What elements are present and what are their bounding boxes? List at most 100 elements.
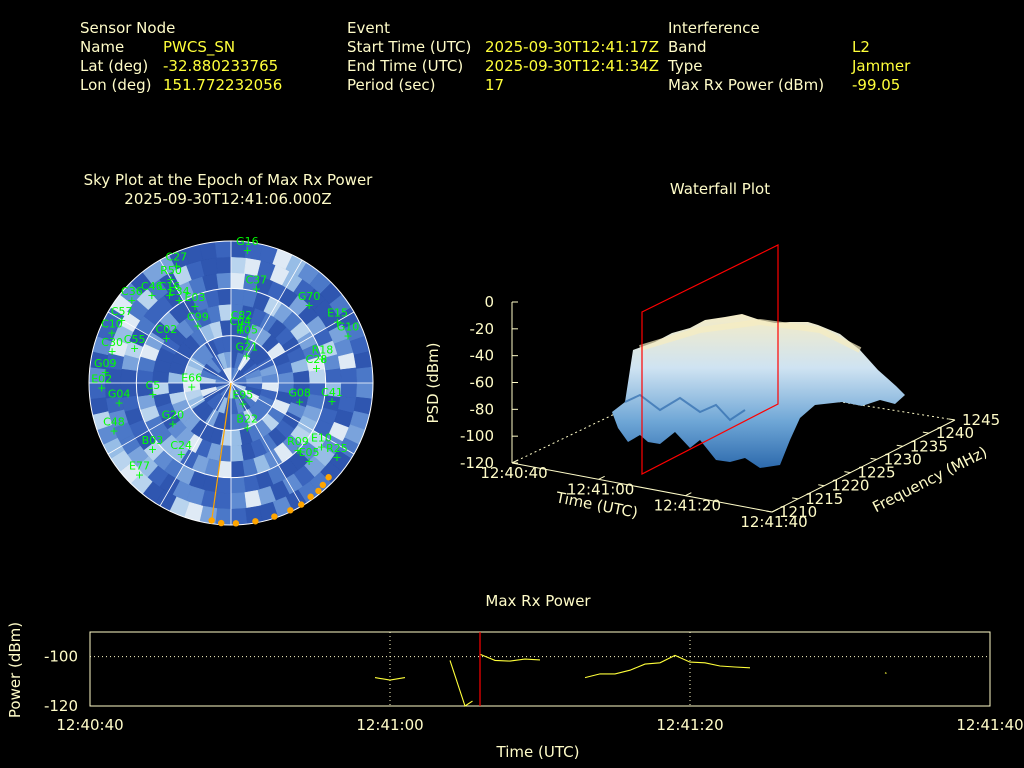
satellite-label: G08 [288, 386, 311, 399]
satellite: +E10 [311, 431, 332, 453]
z-tick-label: -100 [460, 427, 494, 445]
event-end-label: End Time (UTC) [347, 57, 464, 75]
max-power-trace [374, 653, 887, 707]
sky-cell [293, 370, 311, 384]
satellite-label: C36 [121, 285, 143, 298]
x-tick-label: 12:41:40 [740, 513, 807, 531]
satellite: +C55 [124, 333, 146, 355]
satellite: +C02 [156, 323, 178, 345]
satellite-marker: + [130, 342, 139, 355]
satellite-marker: + [175, 294, 184, 307]
satellite-label: G21 [236, 341, 259, 354]
azimuth-spoke [230, 259, 303, 384]
satellite-marker: + [108, 345, 117, 358]
y-tick-label: 1230 [884, 450, 922, 468]
satellite: +C36 [121, 285, 143, 307]
satellite-label: E77 [129, 459, 150, 472]
satellite-label: C30 [101, 336, 123, 349]
satellite-marker: + [190, 300, 199, 313]
satellites: +G16+C27+R50+C46+C16+C36+E34 +C37+E03+C57… [91, 235, 359, 482]
sensor-lat-value: -32.880233765 [163, 57, 279, 75]
waterfall-surface [612, 314, 905, 468]
sensor-lat-label: Lat (deg) [80, 57, 149, 75]
azimuth-spoke [107, 311, 232, 384]
satellite-marker: + [243, 421, 252, 434]
sensor-name-label: Name [80, 38, 125, 56]
satellite-marker: + [317, 440, 326, 453]
sky-cell [216, 272, 232, 290]
sky-cell [230, 492, 247, 510]
sky-grid [88, 240, 374, 526]
sky-cell [230, 256, 247, 274]
satellite-label: C5 [146, 379, 161, 392]
y-tick-mark [922, 431, 929, 434]
satellite: +C16 [159, 280, 181, 302]
satellite-label: B03 [142, 434, 164, 447]
sky-cell [120, 368, 138, 384]
jammer-point [218, 519, 225, 527]
waterfall-title: Waterfall Plot [669, 180, 771, 198]
satellite-label: E03 [185, 291, 206, 304]
satellite-marker: + [243, 244, 252, 257]
trace-segment [449, 660, 473, 707]
interference-type-label: Type [668, 57, 703, 75]
satellite-marker: + [148, 443, 157, 456]
sky-cell [324, 368, 342, 384]
jammer-point [315, 487, 322, 495]
satellite: +C41 [321, 386, 343, 408]
sky-cell [340, 382, 358, 399]
satellite-marker: + [187, 380, 196, 393]
satellite-label: C28 [306, 353, 328, 366]
satellite-label: C82 [231, 309, 253, 322]
satellite-label: C16 [159, 280, 181, 293]
z-tick-label: -120 [460, 454, 494, 472]
sky-plot-subtitle: 2025-09-30T12:41:06.000Z [124, 190, 332, 208]
jammer-point [319, 481, 327, 489]
jammer-point [271, 513, 278, 520]
event-period-label: Period (sec) [347, 76, 436, 94]
z-tick-label: -60 [470, 374, 495, 392]
satellite-marker: + [304, 455, 313, 468]
event-start-value: 2025-09-30T12:41:17Z [485, 38, 659, 56]
satellite: +C10 [101, 317, 123, 339]
satellite-label: G04 [108, 388, 131, 401]
satellite: +E03 [185, 291, 206, 313]
satellite-label: E10 [311, 431, 332, 444]
satellite-label: C55 [124, 333, 146, 346]
jammer-direction-line [211, 382, 232, 521]
trace-segment [479, 653, 541, 662]
satellite: +C5 [146, 379, 161, 401]
satellite-label: C24 [170, 439, 192, 452]
satellite-marker: + [293, 444, 302, 457]
y-tick-label: -120 [44, 697, 78, 715]
satellite-marker: + [242, 350, 251, 363]
satellite-label: R25 [326, 442, 348, 455]
x-tick-mark [511, 459, 519, 464]
satellite-marker: + [147, 289, 156, 302]
interference-type-value: Jammer [852, 57, 911, 75]
satellite-marker: + [332, 451, 341, 464]
x-tick-label: 12:40:40 [480, 464, 547, 482]
satellite-marker: + [115, 397, 124, 410]
sensor-lon-value: 151.772232056 [163, 76, 283, 94]
satellite-label: R18 [312, 343, 334, 356]
satellite-marker: + [343, 330, 352, 343]
satellite-label: E15 [327, 306, 348, 319]
satellite-marker: + [101, 366, 110, 379]
satellite: +G21 [236, 341, 259, 363]
z-tick-label: -20 [470, 320, 495, 338]
satellite: +E15 [327, 306, 348, 328]
satellite-label: R50 [160, 264, 182, 277]
satellite-marker: + [304, 299, 313, 312]
sky-cell [215, 256, 232, 274]
sensor-header: Sensor Node [80, 19, 176, 37]
satellite: +G16 [236, 235, 259, 257]
satellite-marker: + [172, 260, 181, 273]
max-power-grid [90, 632, 990, 706]
satellite-marker: + [295, 395, 304, 408]
satellite-label: C46 [141, 280, 163, 293]
interference-power-value: -99.05 [852, 76, 901, 94]
azimuth-spoke [107, 382, 232, 455]
satellite-marker: + [117, 314, 126, 327]
sky-cell [230, 445, 244, 463]
